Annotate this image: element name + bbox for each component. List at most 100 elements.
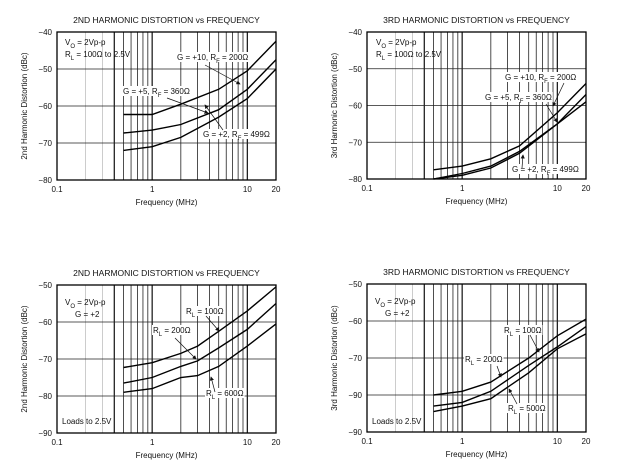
series-label: RL = 500Ω	[508, 404, 546, 416]
chart-title: 3RD HARMONIC DISTORTION vs FREQUENCY	[383, 15, 570, 25]
series-label-bg	[122, 86, 191, 96]
x-tick-label: 1	[460, 437, 465, 446]
series-line-1	[433, 83, 587, 171]
series-line-2	[123, 302, 277, 384]
x-tick-label: 0.1	[51, 438, 63, 447]
series-label-bg	[464, 354, 504, 364]
series-label-bg	[152, 325, 192, 335]
condition-text: VO = 2Vp-p	[65, 298, 106, 310]
series-line-3	[433, 101, 587, 180]
plot-frame	[56, 284, 277, 434]
y-tick-label: −80	[38, 392, 52, 401]
arrow-icon	[545, 103, 558, 123]
x-tick-label: 0.1	[51, 185, 63, 194]
arrow-icon	[508, 388, 518, 405]
condition-text: RL = 100Ω to 2.5V	[376, 50, 442, 62]
plot-frame	[366, 283, 587, 433]
x-tick-label: 20	[582, 184, 591, 193]
series-label-bg	[511, 164, 580, 174]
series-label-bg	[176, 52, 250, 62]
x-tick-label: 0.1	[361, 437, 373, 446]
series-label-bg	[504, 72, 578, 82]
series-line-3	[123, 323, 277, 393]
plot-frame	[366, 31, 587, 180]
y-tick-label: −50	[38, 65, 52, 74]
arrow-icon	[174, 337, 197, 360]
series-label: G = +5, RF = 360Ω	[123, 87, 190, 99]
y-tick-label: −90	[348, 428, 362, 437]
series-label: G = +10, RF = 200Ω	[177, 53, 248, 65]
y-tick-label: −50	[348, 280, 362, 289]
series-label: G = +5, RF = 360Ω	[485, 93, 552, 105]
arrow-icon	[204, 64, 241, 85]
series-label: G = +10, RF = 200Ω	[505, 73, 576, 85]
condition-text: G = +2	[75, 310, 100, 319]
x-tick-label: 20	[272, 438, 281, 447]
x-tick-label: 1	[460, 184, 465, 193]
y-tick-label: −50	[348, 65, 362, 74]
condition-text: VO = 2Vp-p	[376, 38, 417, 50]
x-axis-label: Frequency (MHz)	[136, 451, 198, 460]
y-tick-label: −70	[348, 138, 362, 147]
y-axis-label: 3rd Harmonic Distortion (dBc)	[330, 52, 339, 158]
y-tick-label: −50	[38, 281, 52, 290]
y-tick-label: −80	[348, 175, 362, 184]
x-tick-label: 10	[553, 437, 562, 446]
series-label-bg	[507, 403, 547, 413]
chart-3: 2ND HARMONIC DISTORTION vs FREQUENCY Freq…	[20, 268, 281, 460]
arrow-icon	[520, 154, 525, 169]
x-tick-label: 0.1	[361, 184, 373, 193]
y-tick-label: −60	[348, 317, 362, 326]
series-label: RL = 100Ω	[186, 307, 224, 319]
note-text: Loads to 2.5V	[62, 417, 112, 426]
chart-title: 3RD HARMONIC DISTORTION vs FREQUENCY	[383, 267, 570, 277]
series-label-bg	[185, 306, 225, 316]
arrow-icon	[205, 315, 220, 332]
series-label-bg	[205, 388, 245, 398]
plot-frame	[56, 31, 277, 181]
x-tick-label: 10	[553, 184, 562, 193]
y-tick-label: −60	[38, 318, 52, 327]
x-tick-label: 10	[243, 438, 252, 447]
arrow-icon	[496, 365, 502, 378]
series-label: G = +2, RF = 499Ω	[203, 130, 270, 142]
y-tick-label: −60	[348, 102, 362, 111]
series-label: RL = 100Ω	[504, 326, 542, 338]
y-tick-label: −70	[38, 355, 52, 364]
arrow-icon	[166, 97, 209, 114]
series-line-2	[433, 326, 587, 407]
series-label-bg	[202, 129, 271, 139]
condition-text: VO = 2Vp-p	[375, 297, 416, 309]
y-tick-label: −90	[38, 429, 52, 438]
series-label: RL = 200Ω	[153, 326, 191, 338]
x-tick-label: 10	[243, 185, 252, 194]
y-axis-label: 2nd Harmonic Distortion (dBc)	[20, 52, 29, 159]
condition-text: RL = 100Ω to 2.5V	[65, 50, 131, 62]
x-tick-label: 1	[150, 185, 155, 194]
y-tick-label: −70	[38, 139, 52, 148]
arrow-icon	[529, 334, 540, 353]
series-line-2	[123, 59, 277, 134]
series-label-bg	[503, 325, 543, 335]
series-label-bg	[484, 92, 553, 102]
note-text: Loads to 2.5V	[372, 417, 422, 426]
series-line-1	[123, 40, 277, 116]
condition-text: G = +2	[385, 309, 410, 318]
x-tick-label: 20	[582, 437, 591, 446]
y-tick-label: −40	[38, 28, 52, 37]
series-line-3	[123, 68, 277, 152]
x-axis-label: Frequency (MHz)	[446, 450, 508, 459]
y-tick-label: −40	[348, 28, 362, 37]
chart-title: 2ND HARMONIC DISTORTION vs FREQUENCY	[73, 268, 260, 278]
x-tick-label: 20	[272, 185, 281, 194]
series-line-1	[433, 318, 587, 396]
y-axis-label: 3rd Harmonic Distortion (dBc)	[330, 305, 339, 411]
arrow-icon	[209, 376, 216, 393]
condition-text: VO = 2Vp-p	[65, 38, 106, 50]
arrow-icon	[552, 82, 565, 107]
arrow-icon	[204, 104, 224, 131]
chart-2: 3RD HARMONIC DISTORTION vs FREQUENCY Freq…	[330, 15, 591, 206]
series-line-3	[433, 333, 587, 413]
y-tick-label: −80	[38, 176, 52, 185]
